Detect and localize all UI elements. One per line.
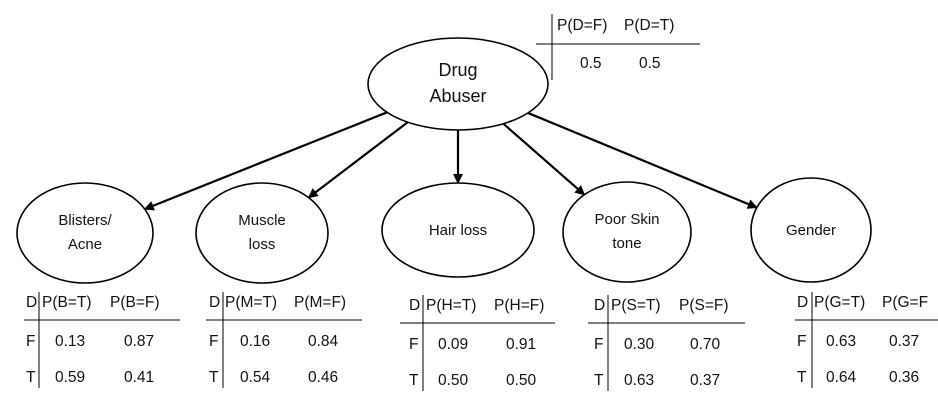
probability-tables: P(D=F) P(D=T) 0.5 0.5 D P(B=T) P(B=F) F 0.13 0.87… (24, 14, 938, 391)
node-muscle-loss-label-line: Muscle (238, 212, 286, 229)
cpt-blisters-acne-cell: 0.41 (124, 369, 154, 386)
node-gender-shape (750, 177, 872, 283)
cpt-hair-loss-cell: 0.91 (506, 336, 536, 353)
edge-drug-abuser-to-muscle-loss (307, 121, 409, 199)
node-hair-loss: Hair loss (381, 182, 535, 278)
cpt-poor-skin-tone-parent-header: D (594, 297, 605, 314)
cpt-gender-row-label: F (797, 333, 806, 350)
cpt-muscle-loss-cell: 0.46 (308, 369, 338, 386)
node-blisters-acne-label-line: Blisters/ (58, 212, 112, 229)
node-poor-skin-tone-label-line: Poor Skin (594, 211, 659, 228)
edges (143, 111, 758, 211)
node-poor-skin-tone-label-line: tone (612, 235, 641, 252)
cpt-muscle-loss-cell: 0.54 (240, 369, 271, 386)
edge-drug-abuser-to-poor-skin-tone (502, 122, 586, 196)
cpt-blisters-acne-parent-header: D (26, 294, 37, 311)
cpt-gender-cell: 0.37 (889, 333, 919, 350)
cpt-gender-header: P(G=F (882, 294, 928, 311)
node-drug-abuser: Drug Abuser (367, 37, 549, 131)
cpt-drug-abuser-header: P(D=F) (557, 17, 607, 34)
cpt-muscle-loss-cell: 0.16 (240, 333, 270, 350)
cpt-blisters-acne-cell: 0.59 (55, 369, 85, 386)
cpt-poor-skin-tone: D P(S=T) P(S=F) F 0.30 0.70 T 0.63 0.37 (588, 295, 745, 391)
cpt-muscle-loss-row-label: T (209, 369, 219, 386)
cpt-drug-abuser-header: P(D=T) (624, 17, 674, 34)
cpt-hair-loss-cell: 0.50 (506, 372, 537, 389)
cpt-hair-loss-cell: 0.09 (438, 336, 468, 353)
node-blisters-acne-label-line: Acne (68, 236, 102, 253)
cpt-muscle-loss-parent-header: D (209, 294, 220, 311)
node-muscle-loss: Muscle loss (195, 182, 329, 284)
cpt-poor-skin-tone-header: P(S=T) (611, 297, 661, 314)
cpt-hair-loss-row-label: T (409, 372, 419, 389)
node-poor-skin-tone: Poor Skin tone (562, 181, 692, 283)
node-blisters-acne-shape (16, 182, 154, 284)
cpt-muscle-loss-header: P(M=T) (225, 294, 277, 311)
cpt-blisters-acne-header: P(B=F) (110, 294, 160, 311)
cpt-drug-abuser-value: 0.5 (580, 55, 602, 72)
cpt-muscle-loss-header: P(M=F) (294, 294, 346, 311)
cpt-muscle-loss-row-label: F (209, 333, 218, 350)
cpt-gender-cell: 0.36 (889, 369, 919, 386)
cpt-blisters-acne-row-label: T (26, 369, 36, 386)
cpt-blisters-acne: D P(B=T) P(B=F) F 0.13 0.87 T 0.59 0.41 (24, 292, 180, 388)
cpt-hair-loss-parent-header: D (409, 297, 420, 314)
cpt-hair-loss-header: P(H=F) (494, 297, 544, 314)
cpt-drug-abuser-value: 0.5 (639, 55, 661, 72)
node-hair-loss-shape (381, 182, 535, 278)
cpt-muscle-loss-cell: 0.84 (308, 333, 339, 350)
cpt-poor-skin-tone-cell: 0.70 (690, 336, 721, 353)
cpt-poor-skin-tone-header: P(S=F) (679, 297, 729, 314)
node-gender: Gender (750, 177, 872, 283)
node-drug-abuser-shape (367, 37, 549, 131)
node-poor-skin-tone-shape (562, 181, 692, 283)
cpt-drug-abuser: P(D=F) P(D=T) 0.5 0.5 (536, 14, 700, 80)
cpt-gender-cell: 0.63 (826, 333, 856, 350)
cpt-poor-skin-tone-cell: 0.30 (624, 336, 655, 353)
cpt-blisters-acne-cell: 0.13 (55, 333, 85, 350)
cpt-gender-parent-header: D (797, 294, 808, 311)
cpt-hair-loss-cell: 0.50 (438, 372, 469, 389)
cpt-gender-header: P(G=T) (814, 294, 865, 311)
node-muscle-loss-label-line: loss (249, 236, 276, 253)
cpt-gender-row-label: T (797, 369, 807, 386)
node-gender-label-line: Gender (786, 222, 836, 239)
cpt-poor-skin-tone-row-label: F (594, 336, 603, 353)
cpt-poor-skin-tone-cell: 0.63 (624, 372, 654, 389)
node-drug-abuser-label-line: Drug (438, 60, 477, 80)
cpt-gender: D P(G=T) P(G=F F 0.63 0.37 T 0.64 0.36 (795, 292, 938, 388)
cpt-hair-loss-header: P(H=T) (426, 297, 476, 314)
nodes: Drug Abuser Blisters/Acne Muscle loss Hair lo… (16, 37, 872, 284)
cpt-poor-skin-tone-cell: 0.37 (690, 372, 720, 389)
node-drug-abuser-label-line: Abuser (429, 86, 486, 106)
cpt-blisters-acne-header: P(B=T) (42, 294, 92, 311)
cpt-blisters-acne-cell: 0.87 (124, 333, 154, 350)
node-hair-loss-label-line: Hair loss (429, 222, 487, 239)
node-muscle-loss-shape (195, 182, 329, 284)
cpt-muscle-loss: D P(M=T) P(M=F) F 0.16 0.84 T 0.54 0.46 (206, 292, 362, 388)
cpt-hair-loss: D P(H=T) P(H=F) F 0.09 0.91 T 0.50 0.50 (400, 295, 555, 391)
edge-drug-abuser-to-gender (527, 111, 758, 209)
cpt-gender-cell: 0.64 (826, 369, 857, 386)
cpt-hair-loss-row-label: F (409, 336, 418, 353)
cpt-blisters-acne-row-label: F (26, 333, 35, 350)
cpt-poor-skin-tone-row-label: T (594, 372, 604, 389)
node-blisters-acne: Blisters/Acne (16, 182, 154, 284)
edge-drug-abuser-to-blisters-acne (143, 111, 388, 211)
